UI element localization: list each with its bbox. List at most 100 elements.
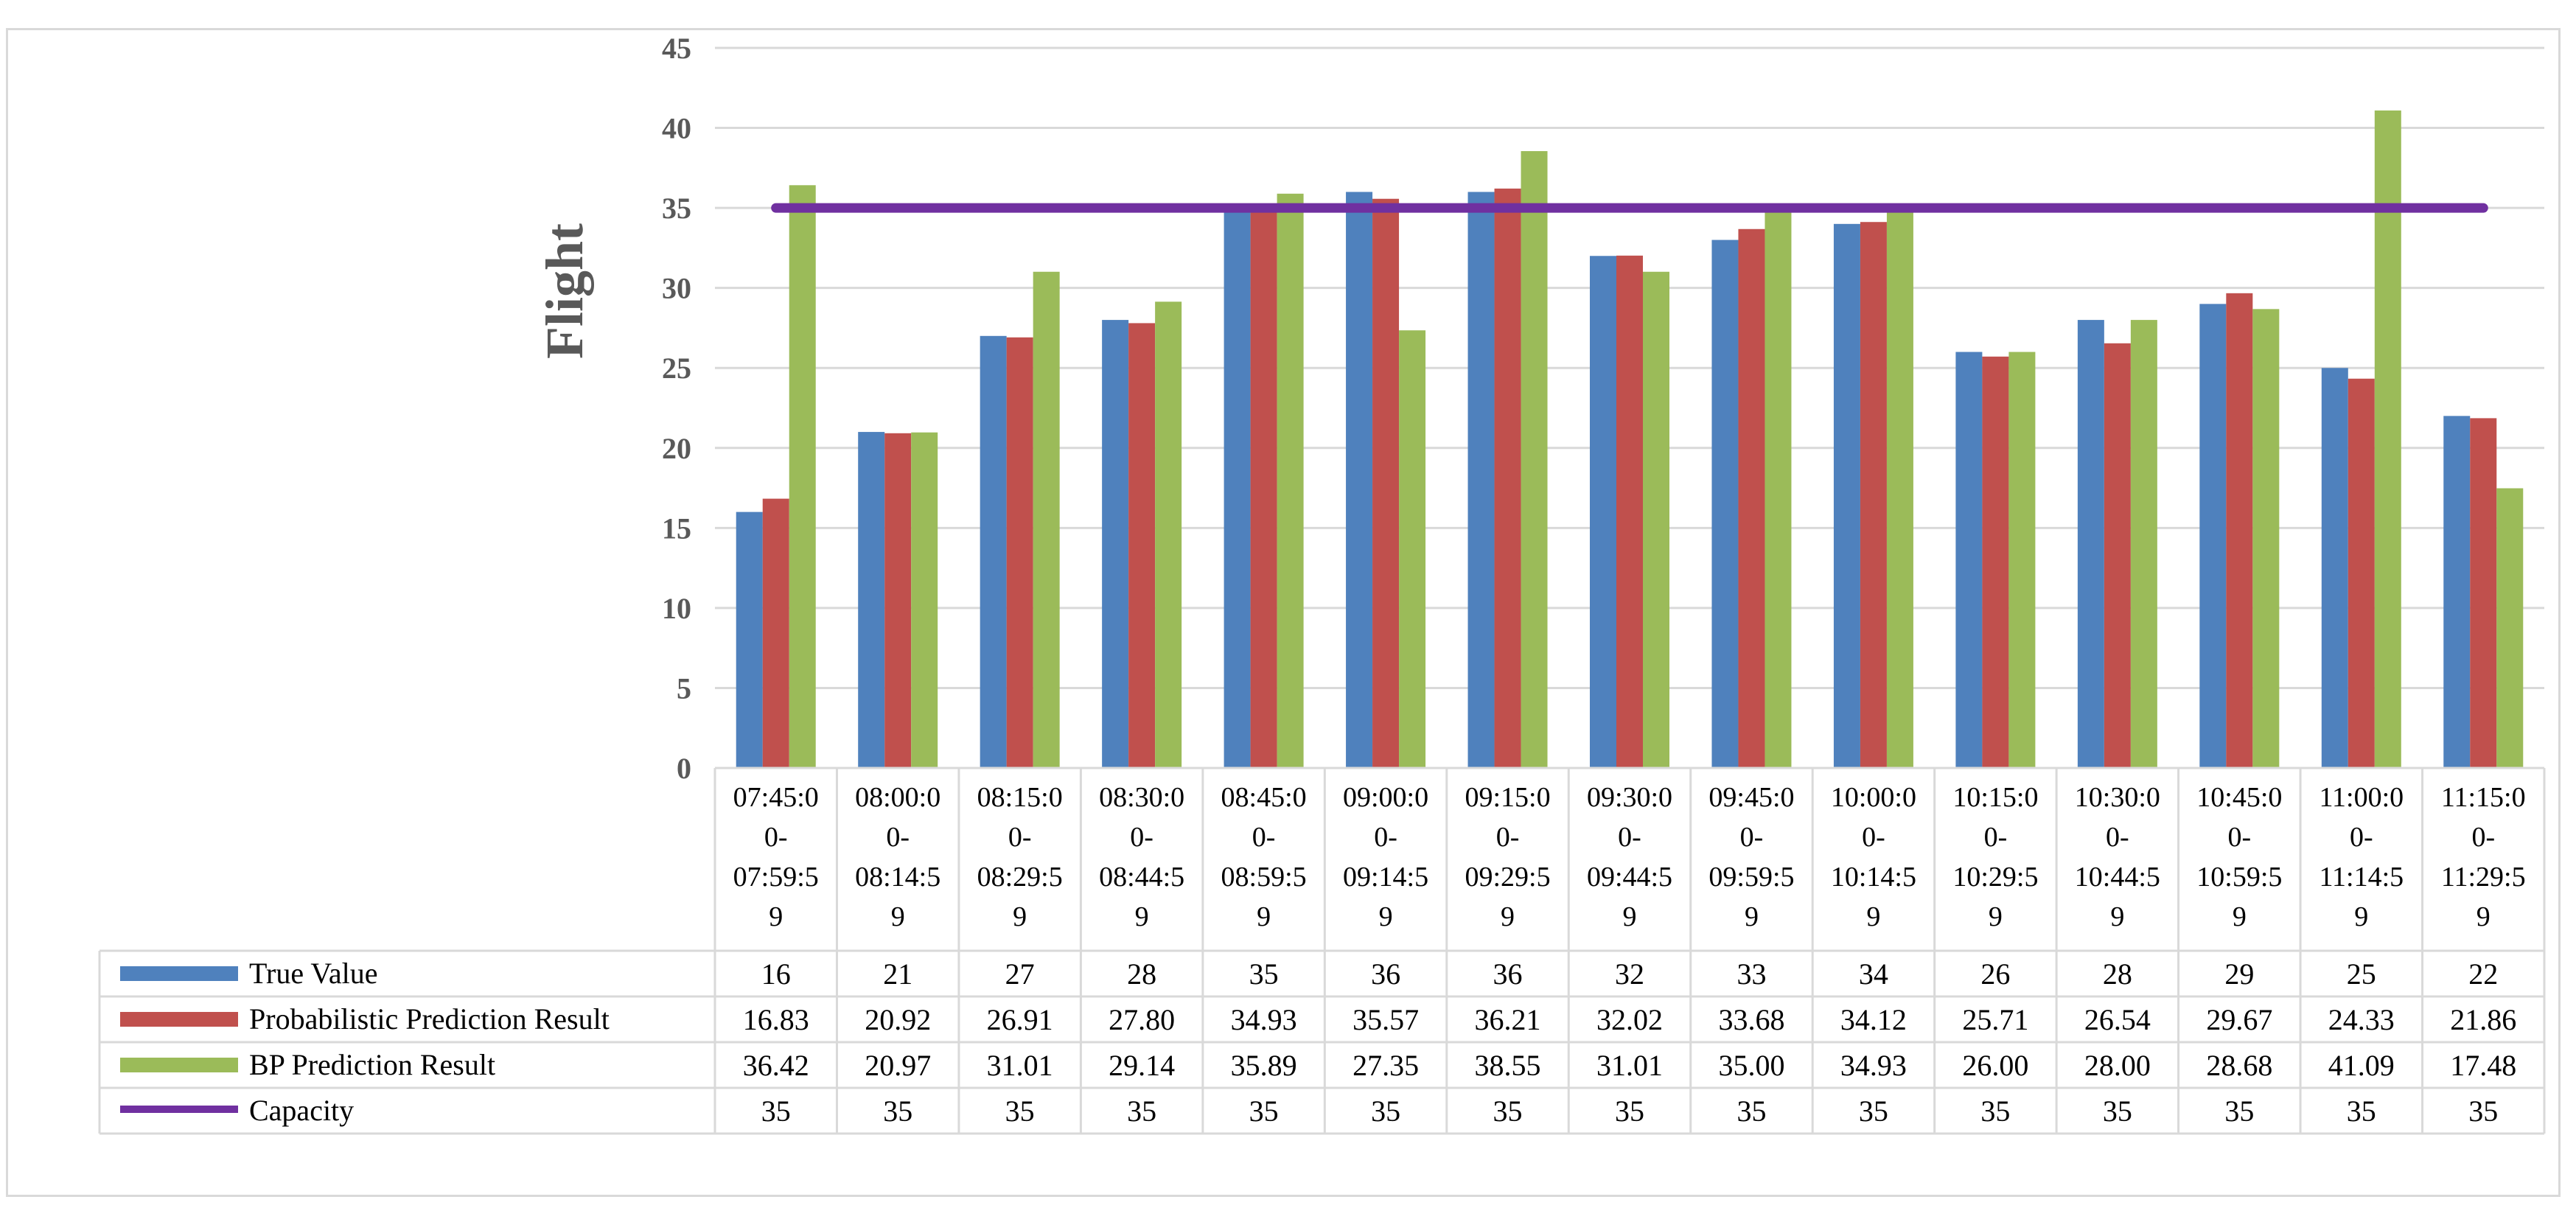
bar-bp-prediction-result (1155, 301, 1182, 768)
table-cell: 26.91 (987, 1003, 1053, 1036)
table-cell: 27.80 (1109, 1003, 1175, 1036)
x-tick-label: 9 (1501, 901, 1515, 932)
y-tick-label: 10 (662, 592, 691, 625)
table-cell: 35.57 (1352, 1003, 1419, 1036)
x-tick-label: 9 (2476, 901, 2491, 932)
bar-bp-prediction-result (1886, 209, 1913, 769)
legend-key (120, 1012, 238, 1027)
table-cell: 35 (1980, 1094, 2010, 1128)
table-cell: 34.93 (1840, 1049, 1907, 1082)
table-cell: 34.12 (1840, 1003, 1907, 1036)
x-tick-label: 08:00:0 (855, 782, 940, 813)
legend-label: BP Prediction Result (249, 1048, 495, 1081)
bar-bp-prediction-result (2130, 320, 2157, 769)
table-cell: 41.09 (2328, 1049, 2395, 1082)
bar-probabilistic-prediction-result (2348, 378, 2375, 768)
bar-probabilistic-prediction-result (1250, 209, 1277, 769)
x-tick-label: 10:15:0 (1952, 782, 2038, 813)
table-cell: 25 (2347, 957, 2376, 991)
table-cell: 35 (1249, 1094, 1279, 1128)
x-tick-label: 0- (764, 822, 788, 853)
x-tick-label: 0- (2350, 822, 2373, 853)
bar-bp-prediction-result (2496, 488, 2524, 768)
x-tick-label: 9 (2354, 901, 2368, 932)
table-cell: 35 (2347, 1094, 2376, 1128)
bar-probabilistic-prediction-result (1006, 337, 1033, 768)
bar-probabilistic-prediction-result (1738, 228, 1765, 768)
bar-probabilistic-prediction-result (2104, 343, 2131, 768)
table-cell: 31.01 (987, 1049, 1053, 1082)
table-cell: 20.92 (865, 1003, 931, 1036)
table-cell: 21 (883, 957, 912, 991)
x-tick-label: 9 (1623, 901, 1637, 932)
table-cell: 35 (1127, 1094, 1156, 1128)
table-cell: 35 (1005, 1094, 1035, 1128)
bar-probabilistic-prediction-result (1494, 188, 1521, 768)
table-cell: 17.48 (2450, 1049, 2516, 1082)
bar-bp-prediction-result (2374, 110, 2401, 768)
x-tick-label: 10:59:5 (2196, 862, 2282, 893)
bar-true-value (1467, 192, 1495, 768)
x-tick-label: 0- (1374, 822, 1397, 853)
table-cell: 38.55 (1475, 1049, 1541, 1082)
y-axis-title: Flight (535, 223, 594, 359)
bar-true-value (980, 335, 1007, 768)
bar-probabilistic-prediction-result (2226, 293, 2253, 769)
x-tick-label: 09:59:5 (1708, 862, 1794, 893)
x-tick-label: 0- (2106, 822, 2129, 853)
table-cell: 26.00 (1962, 1049, 2028, 1082)
x-tick-label: 9 (2233, 901, 2247, 932)
x-tick-label: 09:15:0 (1465, 782, 1550, 813)
x-tick-label: 9 (1989, 901, 2003, 932)
x-tick-label: 11:14:5 (2319, 862, 2404, 893)
x-tick-label: 09:14:5 (1343, 862, 1428, 893)
table-cell: 35 (1493, 1094, 1523, 1128)
x-tick-label: 9 (1135, 901, 1149, 932)
legend-label: Probabilistic Prediction Result (249, 1002, 610, 1036)
x-tick-label: 11:15:0 (2441, 782, 2526, 813)
x-tick-label: 09:30:0 (1587, 782, 1672, 813)
table-cell: 26.54 (2084, 1003, 2151, 1036)
bar-bp-prediction-result (1399, 330, 1426, 768)
x-tick-label: 09:29:5 (1465, 862, 1550, 893)
x-tick-label: 09:44:5 (1587, 862, 1672, 893)
bar-true-value (2321, 368, 2348, 768)
bar-bp-prediction-result (2008, 352, 2036, 768)
x-tick-label: 9 (891, 901, 905, 932)
table-cell: 32 (1615, 957, 1644, 991)
x-tick-label: 0- (886, 822, 910, 853)
table-cell: 29.67 (2206, 1003, 2272, 1036)
table-cell: 33 (1736, 957, 1766, 991)
table-cell: 32.02 (1596, 1003, 1663, 1036)
x-tick-label: 11:00:0 (2319, 782, 2404, 813)
bar-true-value (2199, 304, 2227, 768)
bar-bp-prediction-result (789, 185, 816, 769)
data-table: 07:45:0 0- 07:59:5 9 08:00:0 0- 08:14:5 9 08:15:… (98, 767, 2546, 1135)
table-cell: 35.89 (1231, 1049, 1297, 1082)
table-cell: 28.68 (2206, 1049, 2272, 1082)
table-cell: 36 (1493, 957, 1523, 991)
table-cell: 36 (1371, 957, 1400, 991)
y-tick-label: 30 (662, 272, 691, 305)
x-tick-label: 0- (1252, 822, 1276, 853)
table-cell: 25.71 (1962, 1003, 2028, 1036)
table-cell: 29.14 (1109, 1049, 1175, 1082)
table-cell: 35 (1859, 1094, 1888, 1128)
bar-true-value (1955, 352, 1983, 768)
x-tick-label: 10:29:5 (1952, 862, 2038, 893)
table-cell: 35 (1736, 1094, 1766, 1128)
x-tick-label: 0- (2228, 822, 2252, 853)
bar-bp-prediction-result (1521, 151, 1548, 768)
y-tick-label: 20 (662, 432, 691, 465)
x-tick-label: 9 (1257, 901, 1271, 932)
table-cell: 34 (1859, 957, 1888, 991)
bar-true-value (2077, 320, 2104, 769)
y-tick-label: 25 (662, 352, 691, 385)
table-cell: 28 (2103, 957, 2132, 991)
bar-bp-prediction-result (2252, 309, 2280, 769)
legend-key (120, 966, 238, 981)
bar-probabilistic-prediction-result (1982, 356, 2009, 768)
bar-bp-prediction-result (1277, 193, 1304, 768)
x-tick-label: 0- (1618, 822, 1641, 853)
x-tick-label: 0- (1740, 822, 1764, 853)
